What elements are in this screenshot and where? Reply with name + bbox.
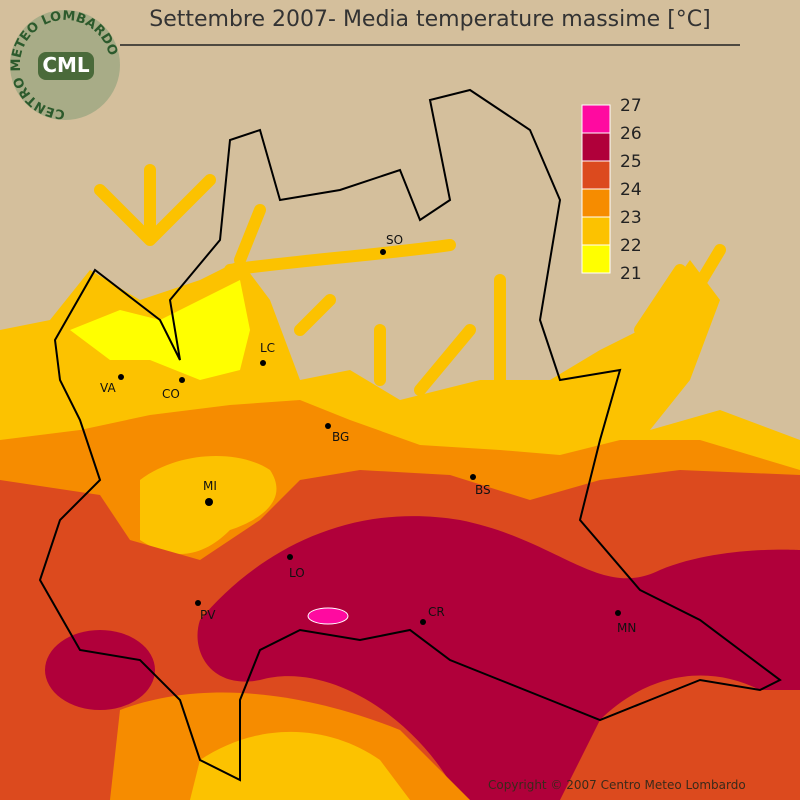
city-label: PV [200, 608, 216, 622]
city-label: SO [386, 233, 403, 247]
zone-25-26-west [45, 630, 155, 710]
valley-zones [94, 164, 726, 396]
city-label: LC [260, 341, 275, 355]
zone-25-26 [197, 516, 800, 800]
legend-swatch [581, 244, 611, 274]
city-dot [205, 498, 213, 506]
city-label: VA [100, 381, 116, 395]
city-dot [470, 474, 476, 480]
region-border [38, 88, 782, 782]
logo: CENTRO METEO LOMBARDO CML [9, 9, 120, 121]
cities: SO LC VA CO BG BS MI LO PV CR MN [100, 233, 636, 635]
logo-initials: CML [42, 53, 90, 77]
legend-swatch [581, 132, 611, 162]
title-bar: Settembre 2007- Media temperature massim… [120, 7, 740, 46]
zone-22-23-south [190, 731, 410, 800]
city-label: BG [332, 430, 349, 444]
city-dot [179, 377, 185, 383]
city-label: MI [203, 479, 217, 493]
title: Settembre 2007- Media temperature massim… [149, 7, 710, 32]
legend-label: 24 [620, 180, 642, 200]
city-dot [420, 619, 426, 625]
legend-label: 27 [620, 96, 642, 116]
legend-swatch [581, 216, 611, 246]
logo-badge [38, 52, 94, 80]
city-dot [380, 249, 386, 255]
legend-swatch [581, 160, 611, 190]
city-dot [195, 600, 201, 606]
city-dot [615, 610, 621, 616]
legend-swatch [581, 104, 611, 134]
city-dot [287, 554, 293, 560]
legend-label: 21 [620, 264, 642, 284]
city-dot [325, 423, 331, 429]
city-label: CR [428, 605, 445, 619]
legend-label: 25 [620, 152, 642, 172]
zone-26-27 [307, 607, 349, 625]
city-dot [260, 360, 266, 366]
copyright: Copyright © 2007 Centro Meteo Lombardo [488, 778, 746, 792]
city-label: LO [289, 566, 305, 580]
city-label: BS [475, 483, 491, 497]
city-dot [118, 374, 124, 380]
legend-label: 23 [620, 208, 642, 228]
legend-label: 26 [620, 124, 642, 144]
temperature-zones [0, 164, 800, 800]
legend-swatch [581, 188, 611, 218]
city-label: CO [162, 387, 180, 401]
zone-21-22 [70, 280, 250, 380]
legend: 27 26 25 24 23 22 21 [581, 96, 642, 284]
legend-label: 22 [620, 236, 642, 256]
city-label: MN [617, 621, 636, 635]
